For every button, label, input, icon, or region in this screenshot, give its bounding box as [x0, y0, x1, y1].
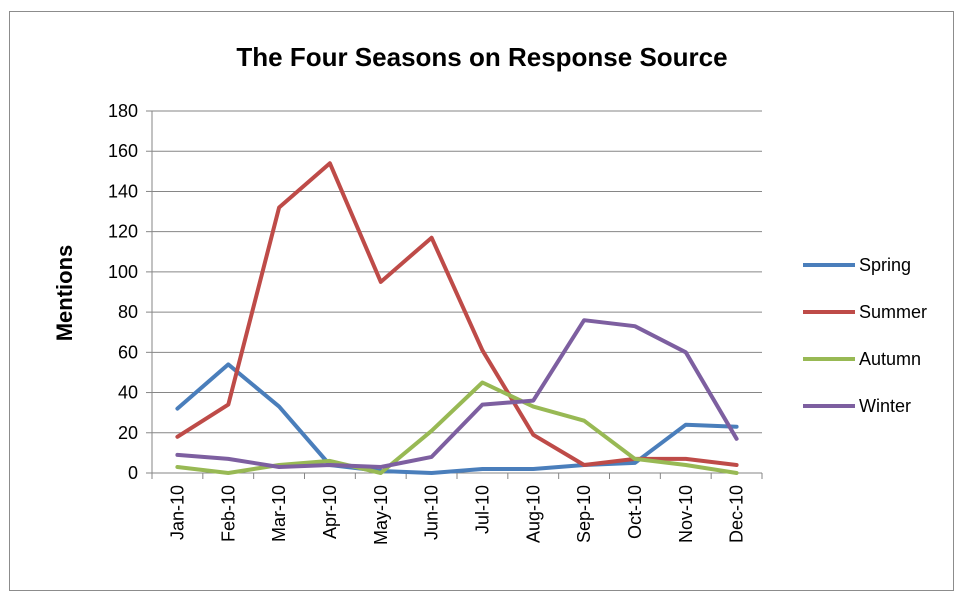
y-tick-label: 60: [118, 342, 138, 362]
x-tick-label: Jun-10: [422, 485, 442, 540]
y-tick-label: 100: [108, 262, 138, 282]
series-line-summer: [175, 161, 739, 467]
x-tick-label: Aug-10: [523, 485, 543, 543]
y-tick-label: 0: [128, 463, 138, 483]
y-tick-label: 40: [118, 383, 138, 403]
x-tick-label: Jan-10: [167, 485, 187, 540]
gridlines: [152, 110, 762, 434]
x-tick-label: Feb-10: [218, 485, 238, 542]
chart-frame: [9, 11, 954, 591]
legend-label-autumn: Autumn: [859, 349, 921, 369]
x-axis-ticks: Jan-10 Feb-10 Mar-10 Apr-10 May-10 Jun-10 Jul-…: [151, 473, 763, 545]
y-tick-label: 180: [108, 101, 138, 121]
x-tick-label: Apr-10: [320, 485, 340, 539]
x-tick-label: Dec-10: [727, 485, 747, 543]
series-line-spring: [175, 362, 739, 475]
y-tick-label: 140: [108, 181, 138, 201]
legend-label-spring: Spring: [859, 255, 911, 275]
series-line-winter: [175, 318, 739, 469]
y-axis-ticks: 0 20 40 60 80 100 120 140 160 180: [108, 101, 152, 483]
x-tick-label: Oct-10: [625, 485, 645, 539]
series-lines: [175, 161, 739, 475]
y-axis-label: Mentions: [52, 245, 77, 342]
x-tick-label: Mar-10: [269, 485, 289, 542]
chart-title: The Four Seasons on Response Source: [236, 42, 727, 72]
legend: Spring Summer Autumn Winter: [803, 255, 927, 416]
x-tick-label: Sep-10: [574, 485, 594, 543]
y-tick-label: 120: [108, 222, 138, 242]
y-tick-label: 80: [118, 302, 138, 322]
legend-label-summer: Summer: [859, 302, 927, 322]
x-tick-label: Jul-10: [472, 485, 492, 534]
legend-label-winter: Winter: [859, 396, 911, 416]
y-tick-label: 20: [118, 423, 138, 443]
series-line-autumn: [175, 380, 739, 475]
y-tick-label: 160: [108, 141, 138, 161]
x-tick-label: May-10: [371, 485, 391, 545]
x-tick-label: Nov-10: [676, 485, 696, 543]
